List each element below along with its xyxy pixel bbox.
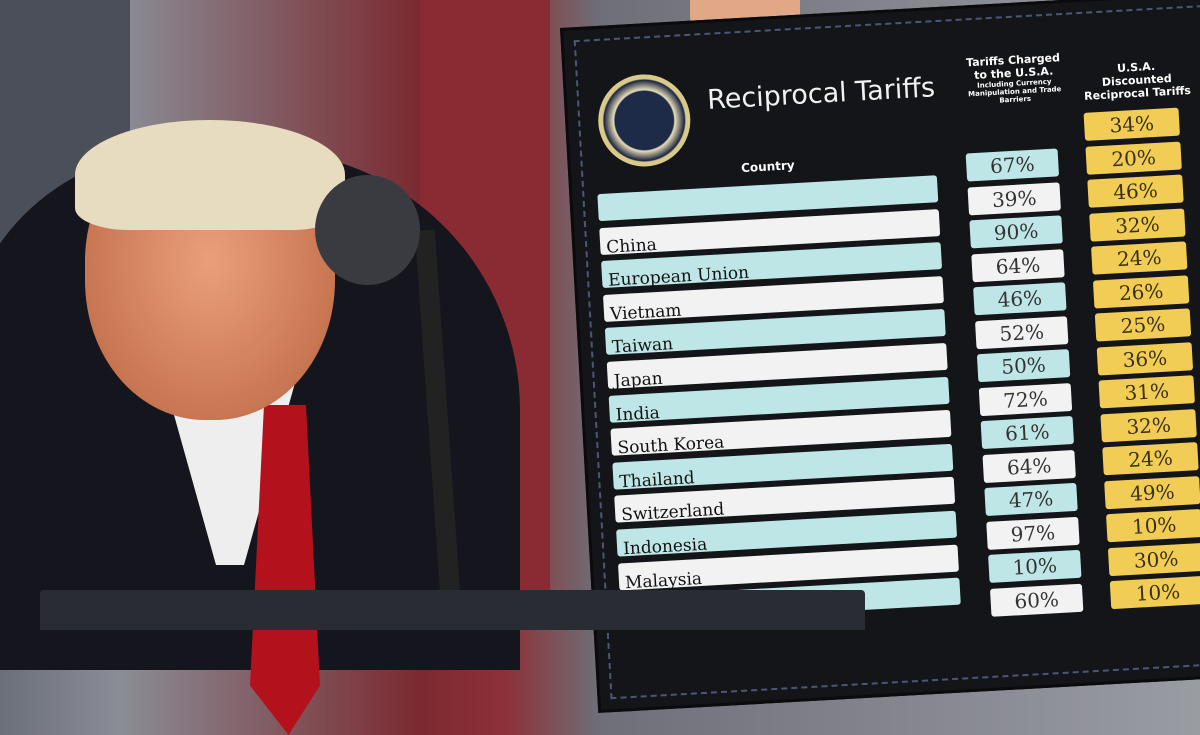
country-column: China European Union Vietnam Taiwan Japan Ind…: [597, 175, 961, 630]
microphone: [315, 175, 420, 285]
discounted-value: 31%: [1098, 375, 1195, 409]
charged-value: 67%: [965, 148, 1060, 182]
header-charged: Tariffs Charged to the U.S.A. Including …: [965, 51, 1062, 105]
discounted-value: 34%: [1083, 107, 1180, 141]
charged-value: 52%: [974, 315, 1069, 349]
discounted-value: 49%: [1104, 475, 1200, 509]
charged-value: 50%: [976, 349, 1071, 383]
podium: [40, 590, 865, 630]
discounted-value: 36%: [1096, 341, 1194, 375]
discounted-value: 10%: [1105, 508, 1200, 543]
header-discounted: U.S.A. Discounted Reciprocal Tariffs: [1083, 59, 1192, 103]
discounted-value: 10%: [1109, 575, 1200, 610]
discounted-value: 32%: [1100, 408, 1197, 442]
charged-value: 64%: [982, 449, 1076, 483]
charged-value: 97%: [986, 516, 1080, 550]
discounted-value: 24%: [1102, 442, 1199, 476]
charged-value: 90%: [969, 215, 1063, 249]
header-country: Country: [740, 158, 796, 176]
discounted-value: 20%: [1085, 141, 1182, 175]
discounted-value: 30%: [1107, 542, 1200, 576]
charged-value: 46%: [973, 282, 1067, 316]
discounted-value: 25%: [1094, 308, 1192, 342]
charged-value: 60%: [989, 583, 1084, 617]
charged-value: 39%: [967, 181, 1061, 215]
discounted-value: 24%: [1091, 241, 1188, 275]
discounted-value: 26%: [1092, 274, 1190, 309]
charged-value: 47%: [984, 482, 1078, 516]
charged-value: 10%: [988, 549, 1082, 583]
charged-value: 64%: [971, 248, 1065, 282]
charged-value: 61%: [980, 415, 1075, 450]
discounted-value: 32%: [1089, 207, 1186, 242]
charged-value: 72%: [978, 382, 1073, 416]
discounted-value: 46%: [1087, 174, 1184, 208]
